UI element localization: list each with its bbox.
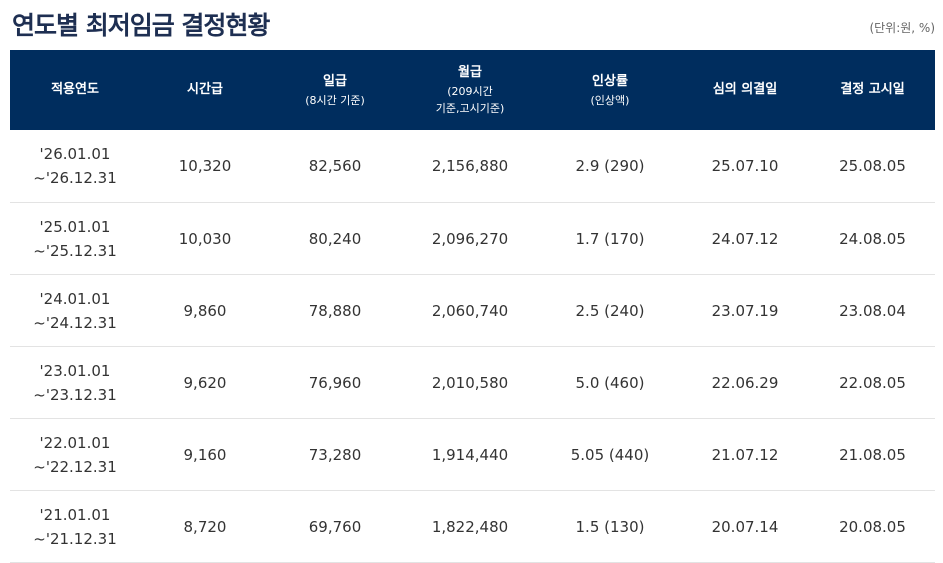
header-monthly-sub-1: (209시간 [447, 85, 493, 98]
cell-daily: 73,280 [270, 418, 400, 491]
period-start: '23.01.01 [39, 361, 111, 380]
cell-review-date: 22.06.29 [680, 346, 810, 419]
header-daily-sub: (8시간 기준) [305, 93, 365, 107]
header-monthly-sub-2: 기준,고시기준) [435, 102, 505, 115]
cell-notice-date: 21.08.05 [810, 418, 935, 491]
header-notice-label-2: 고시일 [868, 82, 905, 97]
cell-review-date: 23.07.19 [680, 274, 810, 347]
unit-note: (단위:원, %) [869, 21, 935, 35]
cell-notice-date: 20.08.05 [810, 490, 935, 563]
table-body: '26.01.01 ~'26.12.31 10,320 82,560 2,156,880… [10, 130, 935, 563]
header-notice-label-1: 결정 [840, 82, 865, 97]
header-review-label-2: 의결일 [741, 82, 778, 97]
cell-hourly: 10,320 [140, 130, 270, 203]
cell-monthly: 2,060,740 [400, 274, 540, 347]
header-daily-label: 일급 [323, 73, 347, 89]
period-start: '25.01.01 [39, 217, 111, 236]
period-end: ~'22.12.31 [33, 457, 117, 476]
cell-period: '23.01.01 ~'23.12.31 [10, 346, 140, 419]
cell-daily: 82,560 [270, 130, 400, 203]
cell-period: '21.01.01 ~'21.12.31 [10, 490, 140, 563]
cell-hourly: 10,030 [140, 202, 270, 275]
header-daily: 일급 (8시간 기준) [270, 50, 400, 130]
cell-daily: 69,760 [270, 490, 400, 563]
cell-period: '24.01.01 ~'24.12.31 [10, 274, 140, 347]
cell-review-date: 20.07.14 [680, 490, 810, 563]
cell-monthly: 1,914,440 [400, 418, 540, 491]
header-period: 적용연도 [10, 50, 140, 130]
cell-increase: 5.05 (440) [540, 418, 680, 491]
table-row: '21.01.01 ~'21.12.31 8,720 69,760 1,822,480 1… [10, 490, 935, 563]
period-end: ~'26.12.31 [33, 169, 117, 187]
table-row: '22.01.01 ~'22.12.31 9,160 73,280 1,914,440 5… [10, 418, 935, 491]
cell-monthly: 2,156,880 [400, 130, 540, 203]
cell-review-date: 21.07.12 [680, 418, 810, 491]
period-end: ~'23.12.31 [33, 385, 117, 404]
table-header-row: 적용연도 시간급 일급 (8시간 기준) 월급 (209시간 기준,고시기준) … [10, 50, 935, 130]
cell-increase: 1.5 (130) [540, 490, 680, 563]
header-monthly: 월급 (209시간 기준,고시기준) [400, 50, 540, 130]
cell-notice-date: 23.08.04 [810, 274, 935, 347]
cell-review-date: 24.07.12 [680, 202, 810, 275]
header-increase: 인상률 (인상액) [540, 50, 680, 130]
cell-notice-date: 24.08.05 [810, 202, 935, 275]
page-title: 연도별 최저임금 결정현황 [12, 11, 270, 40]
cell-hourly: 9,860 [140, 274, 270, 347]
table-row: '26.01.01 ~'26.12.31 10,320 82,560 2,156,880… [10, 130, 935, 203]
cell-monthly: 2,010,580 [400, 346, 540, 419]
cell-increase: 2.9 (290) [540, 130, 680, 203]
cell-increase: 5.0 (460) [540, 346, 680, 419]
table-row: '25.01.01 ~'25.12.31 10,030 80,240 2,096,270… [10, 202, 935, 275]
period-end: ~'24.12.31 [33, 313, 117, 332]
cell-hourly: 9,160 [140, 418, 270, 491]
table-row: '24.01.01 ~'24.12.31 9,860 78,880 2,060,740 2… [10, 274, 935, 347]
header-review-label-1: 심의 [712, 82, 737, 97]
period-start: '26.01.01 [39, 145, 111, 163]
header-monthly-label: 월급 [458, 65, 482, 80]
period-end: ~'25.12.31 [33, 241, 117, 260]
header-period-label: 적용연도 [51, 82, 99, 97]
cell-monthly: 2,096,270 [400, 202, 540, 275]
cell-hourly: 9,620 [140, 346, 270, 419]
cell-period: '25.01.01 ~'25.12.31 [10, 202, 140, 275]
period-start: '24.01.01 [39, 289, 111, 308]
cell-daily: 80,240 [270, 202, 400, 275]
cell-increase: 2.5 (240) [540, 274, 680, 347]
cell-daily: 76,960 [270, 346, 400, 419]
header-increase-sub: (인상액) [590, 93, 630, 107]
period-start: '21.01.01 [39, 505, 111, 524]
cell-notice-date: 25.08.05 [810, 130, 935, 203]
cell-increase: 1.7 (170) [540, 202, 680, 275]
cell-notice-date: 22.08.05 [810, 346, 935, 419]
minimum-wage-table: 적용연도 시간급 일급 (8시간 기준) 월급 (209시간 기준,고시기준) … [10, 50, 935, 563]
cell-period: '22.01.01 ~'22.12.31 [10, 418, 140, 491]
header-notice-date: 결정 고시일 [810, 50, 935, 130]
header-hourly-label: 시간급 [187, 82, 223, 97]
table-row: '23.01.01 ~'23.12.31 9,620 76,960 2,010,580 5… [10, 346, 935, 419]
header-hourly: 시간급 [140, 50, 270, 130]
cell-hourly: 8,720 [140, 490, 270, 563]
period-end: ~'21.12.31 [33, 529, 117, 548]
cell-period: '26.01.01 ~'26.12.31 [10, 130, 140, 203]
header-increase-label: 인상률 [592, 73, 628, 89]
cell-daily: 78,880 [270, 274, 400, 347]
period-start: '22.01.01 [39, 433, 111, 452]
header-review-date: 심의 의결일 [680, 50, 810, 130]
cell-review-date: 25.07.10 [680, 130, 810, 203]
cell-monthly: 1,822,480 [400, 490, 540, 563]
